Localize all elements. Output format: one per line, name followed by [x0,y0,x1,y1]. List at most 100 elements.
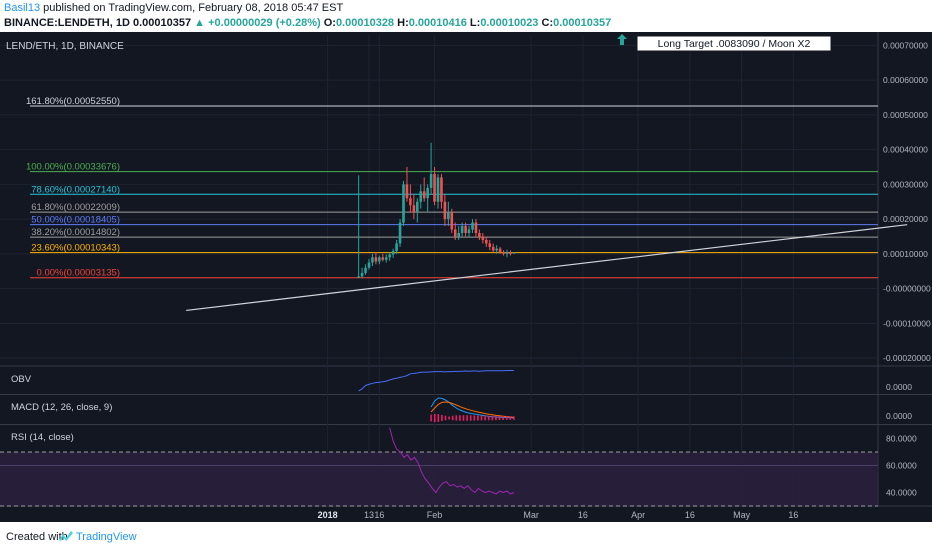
x-tick-label: Feb [427,510,443,520]
x-tick-label: Apr [631,510,645,520]
macd-histogram-bar [480,415,483,421]
open-label: O: [323,17,336,29]
candle-body [422,191,426,199]
candle-body [374,257,378,262]
rsi-line [389,427,515,495]
x-tick-label: 13 [364,510,374,520]
obv-title: OBV [11,374,32,385]
fib-level-label: 61.80%(0.00022009) [31,202,120,213]
candle-body [388,254,391,258]
candle-body [460,226,464,233]
candle-body [367,262,371,268]
candle-body [509,252,512,254]
fib-level-label: 23.60%(0.00010343) [31,243,120,254]
macd-histogram-bar [509,416,512,420]
fib-level-label: 0.00%(0.00003135) [37,268,120,279]
chart-header: Basil13 published on TradingView.com, Fe… [0,0,932,32]
tradingview-logo-icon [59,531,73,541]
macd-histogram-bar [502,416,504,420]
candle-body [481,236,485,240]
high-value: 0.00010416 [408,17,467,29]
close-label: C: [541,17,554,29]
publish-info: published on TradingView.com, February 0… [43,2,344,14]
obv-line [358,370,514,392]
candle-body [471,222,474,230]
macd-histogram-bar [462,415,465,421]
y-tick-label: -0.00010000 [883,318,931,328]
macd-histogram-bar [513,416,515,420]
tradingview-brand[interactable]: TradingView [76,531,137,543]
rsi-y-tick: 80.0000 [886,434,917,444]
macd-histogram-bar [484,415,486,421]
macd-histogram-bar [505,416,508,420]
candle-body [502,252,505,254]
macd-histogram-bar [441,415,443,421]
ohlc-line: BINANCE:LENDETH, 1D 0.00010357 ▲ +0.0000… [4,17,611,29]
x-tick-label: May [733,510,751,520]
y-tick-label: -0.00020000 [883,353,931,363]
low-label: L: [469,17,481,29]
symbol-label: BINANCE:LENDETH, 1D [4,17,130,29]
fib-level-label: 78.60%(0.00027140) [31,184,120,195]
fib-level-label: 50.00%(0.00018405) [31,215,120,226]
candle-body [381,257,385,260]
candle-body [474,222,478,233]
candle-body [433,173,436,202]
y-tick-label: 0.00050000 [883,110,928,120]
candle-body [426,187,429,199]
macd-histogram-bar [469,415,472,421]
candle-body [453,229,457,237]
macd-histogram-bar [444,415,447,421]
macd-histogram-bar [498,415,501,421]
candle-body [478,233,481,237]
up-arrow-icon [617,34,627,45]
macd-histogram-bar [477,415,479,421]
rsi-y-tick: 60.0000 [886,461,917,471]
open-value: 0.00010328 [335,17,395,29]
candle-body [436,177,440,202]
y-tick-label: 0.00020000 [883,214,928,224]
obv-y-tick: 0.0000 [886,382,912,392]
candle-body [505,252,509,254]
candle-body [464,226,467,233]
macd-signal-line [430,401,514,418]
high-label: H: [397,17,409,29]
rsi-title: RSI (14, close) [11,432,74,443]
candle-body [416,201,419,213]
macd-histogram-bar [495,415,497,421]
x-tick-label: Mar [523,510,539,520]
footer: Created with TradingView [0,522,932,550]
candle-body [447,212,450,220]
y-tick-label: 0.00070000 [883,40,928,50]
rsi-y-tick: 40.0000 [886,488,917,498]
macd-histogram-bar [433,413,436,423]
candle-body [402,184,405,223]
author-link[interactable]: Basil13 [4,2,41,14]
candle-body [357,276,360,278]
fib-level-label: 38.20%(0.00014802) [31,227,120,238]
chart-area[interactable]: 13 2018 16 Feb Mar 16 Apr 16 May 16 0.00070000 0.00… [0,32,932,522]
candle-body [360,272,364,277]
x-tick-label: 16 [788,510,798,520]
x-tick-label: 16 [374,510,384,520]
macd-histogram-bar [448,416,450,420]
created-with-label: Created with [6,531,68,543]
y-tick-label: 0.00060000 [883,75,928,85]
candle-body [384,257,388,260]
candle-body [495,248,498,251]
macd-histogram-bar [430,414,432,422]
publish-line: Basil13 published on TradingView.com, Fe… [4,2,343,14]
candle-body [364,267,367,273]
fib-level-label: 100.00%(0.00033676) [26,162,120,173]
x-tick-label: 2018 [318,510,338,520]
candle-body [450,212,454,230]
price-change: ▲ +0.00000029 (+0.28%) [194,17,321,29]
macd-histogram-bar [466,415,468,421]
candle-body [440,177,443,202]
candle-body [485,239,488,244]
candle-body [405,184,409,199]
candle-body [467,229,471,233]
macd-line [430,397,514,419]
trend-line [186,224,908,312]
chart-svg[interactable]: 13 2018 16 Feb Mar 16 Apr 16 May 16 0.00070000 0.00… [0,32,932,522]
